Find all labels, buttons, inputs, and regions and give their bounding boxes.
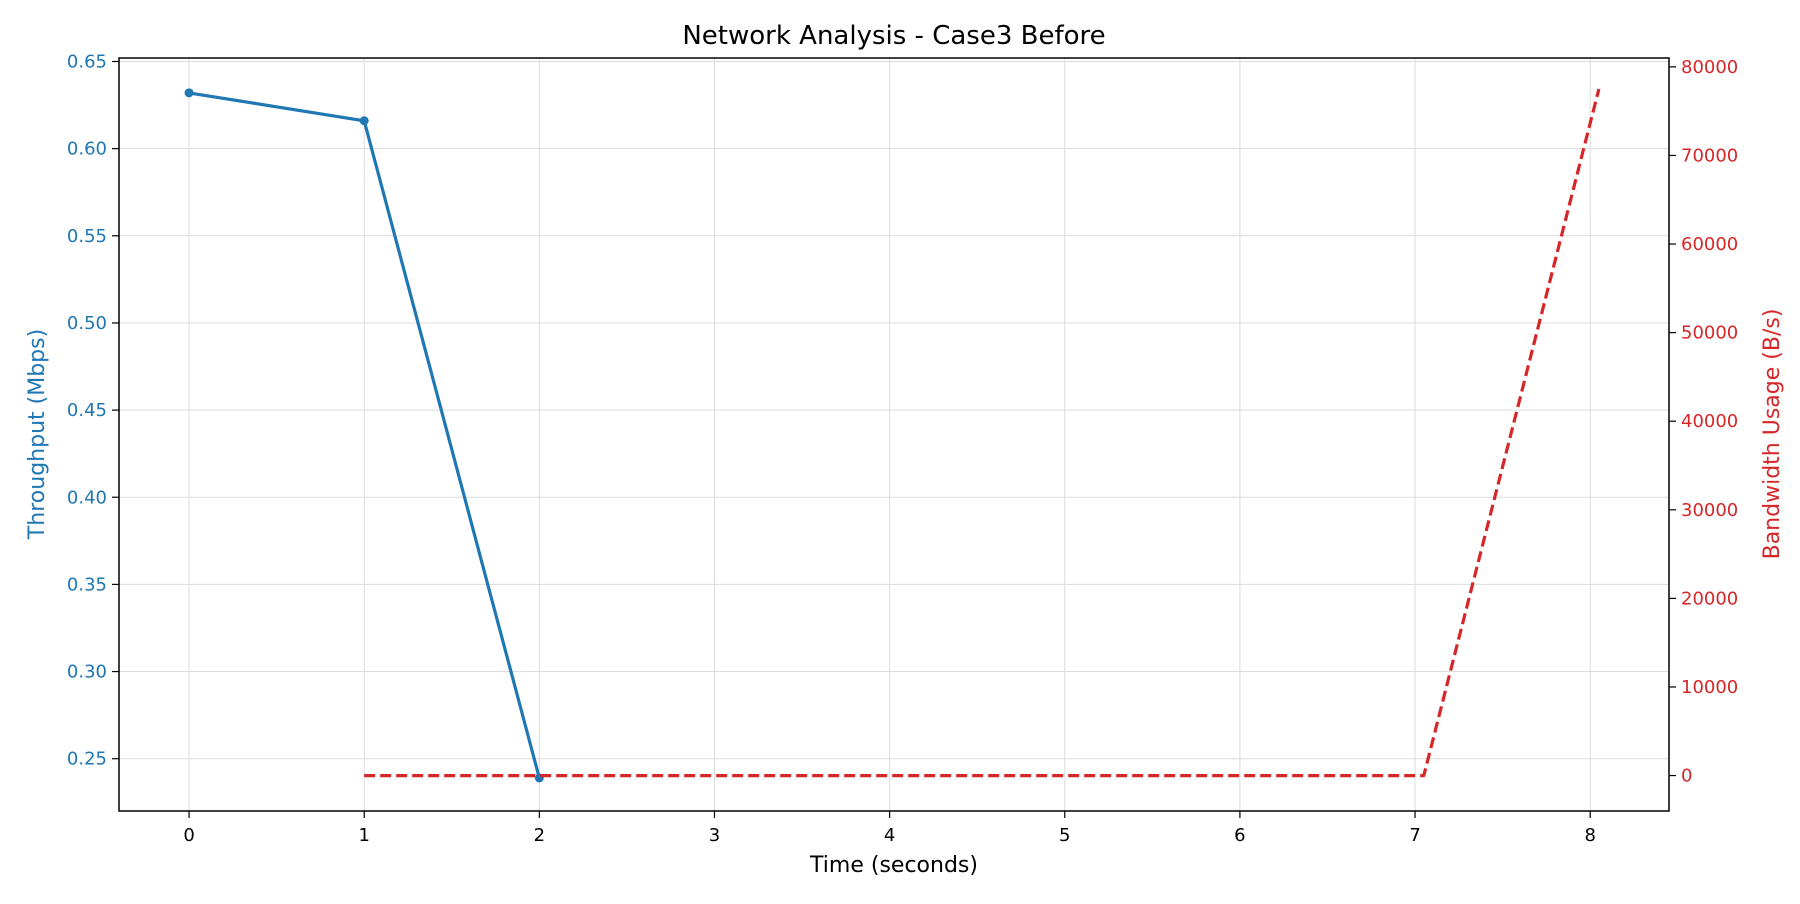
- x-tick-label: 1: [358, 825, 369, 846]
- bandwidth-series-line: [364, 88, 1601, 778]
- y-tick-label: 0.35: [67, 574, 107, 595]
- y2-tick-label: 30000: [1681, 500, 1738, 521]
- y2-tick-label: 40000: [1681, 411, 1738, 432]
- y-axis-label: Throughput (Mbps): [25, 329, 50, 540]
- x-tick-label: 2: [534, 825, 545, 846]
- y2-tick-label: 60000: [1681, 234, 1738, 255]
- y-tick-label: 0.65: [67, 51, 107, 72]
- x-tick-label: 3: [709, 825, 720, 846]
- y-tick-label: 0.60: [67, 139, 107, 160]
- y-tick-label: 0.25: [67, 749, 107, 770]
- x-tick-label: 8: [1584, 825, 1595, 846]
- y2-tick-label: 70000: [1681, 145, 1738, 166]
- x-tick-label: 7: [1409, 825, 1420, 846]
- axes: 0 1 2 3 4 5 6 7 8 0.25 0.30 0.35 0.40 0.45 0.50 0.55 0.6…: [67, 51, 1738, 846]
- grid: [119, 58, 1669, 811]
- x-tick-label: 6: [1234, 825, 1245, 846]
- y-tick-label: 0.50: [67, 313, 107, 334]
- x-tick-label: 0: [183, 825, 194, 846]
- y2-tick-label: 80000: [1681, 57, 1738, 78]
- y-tick-label: 0.45: [67, 400, 107, 421]
- chart-title: Network Analysis - Case3 Before: [682, 21, 1105, 51]
- y-tick-label: 0.40: [67, 487, 107, 508]
- plot-frame: [118, 57, 1670, 812]
- x-tick-label: 5: [1059, 825, 1070, 846]
- series-layer: [184, 88, 1601, 783]
- y2-axis-label: Bandwidth Usage (B/s): [1760, 309, 1785, 560]
- y2-tick-label: 0: [1681, 766, 1692, 787]
- y2-tick-label: 50000: [1681, 323, 1738, 344]
- x-axis-label: Time (seconds): [809, 853, 978, 878]
- throughput-data-point: [184, 88, 194, 98]
- y2-tick-label: 20000: [1681, 588, 1738, 609]
- y2-tick-label: 10000: [1681, 677, 1738, 698]
- x-tick-label: 4: [884, 825, 895, 846]
- y-tick-label: 0.55: [67, 226, 107, 247]
- throughput-data-point: [359, 116, 369, 126]
- y-tick-label: 0.30: [67, 662, 107, 683]
